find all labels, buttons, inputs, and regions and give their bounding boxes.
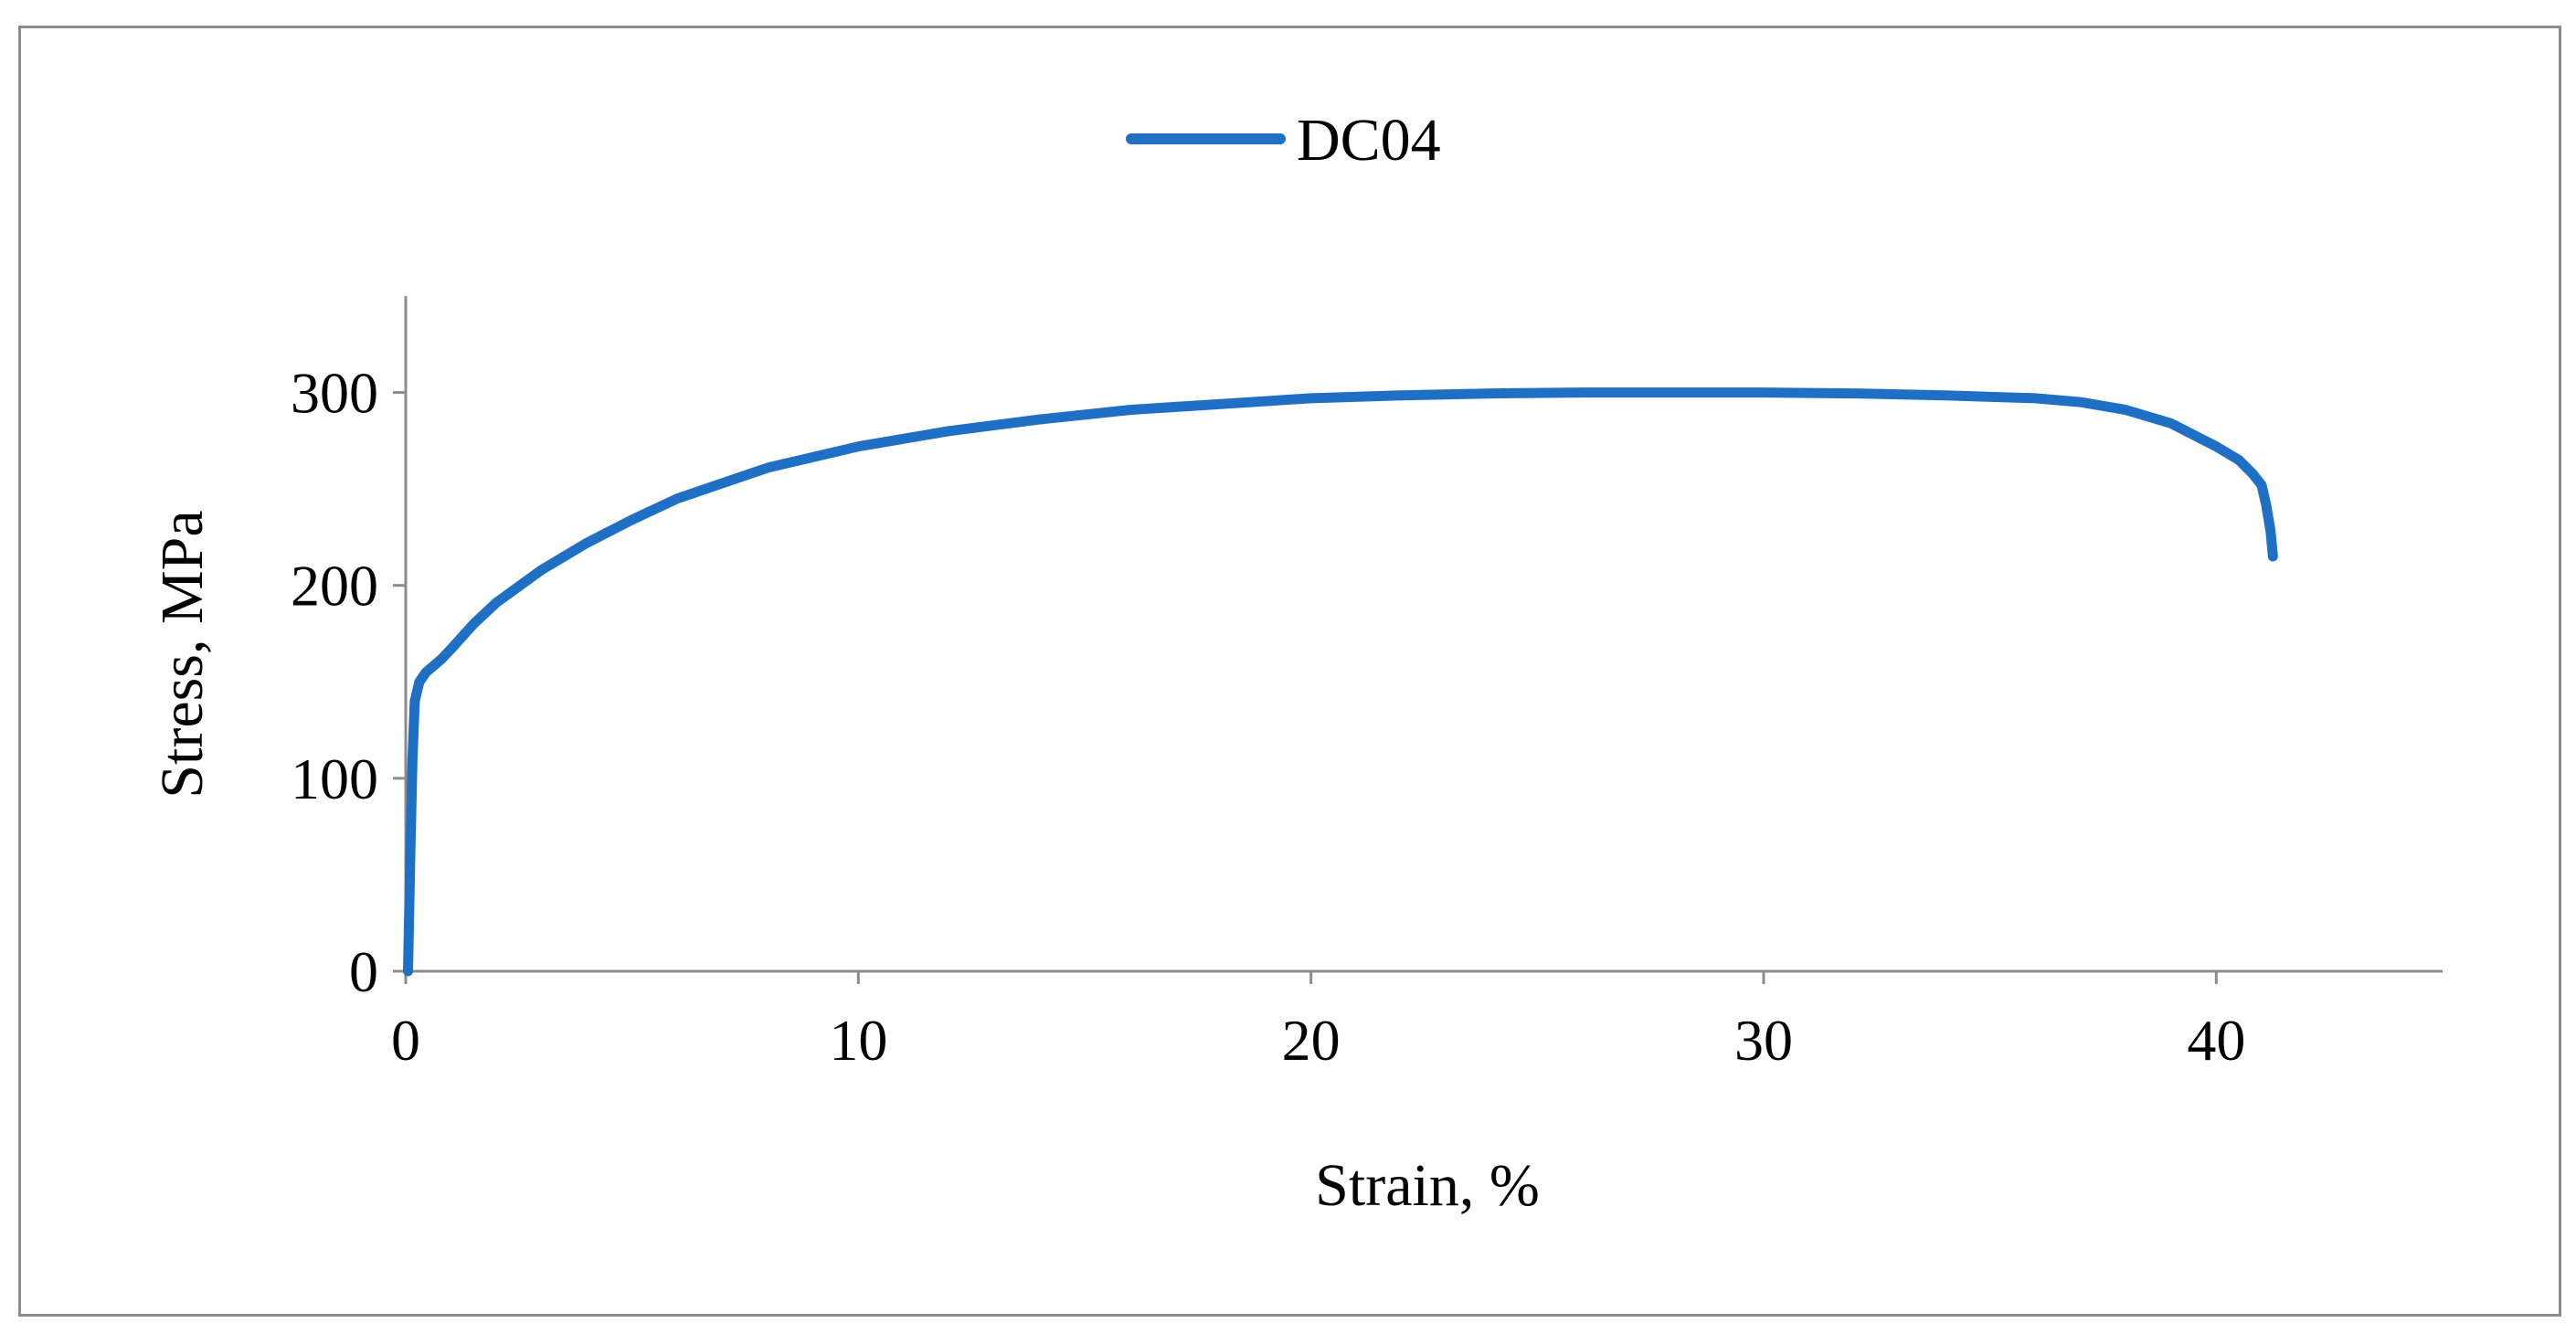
y-axis-title: Stress, MPa (149, 510, 216, 798)
x-tick-label: 20 (1282, 1008, 1341, 1073)
x-tick-label: 30 (1734, 1008, 1793, 1073)
y-axis-ticks: 0 100 200 300 (291, 361, 406, 1004)
x-axis-title: Strain, % (1315, 1152, 1540, 1219)
x-tick-label: 40 (2187, 1008, 2245, 1073)
y-tick-label: 200 (291, 554, 378, 619)
x-tick-label: 10 (829, 1008, 887, 1073)
legend-label-dc04: DC04 (1297, 107, 1441, 174)
legend: DC04 (1126, 107, 1441, 174)
y-tick-label: 100 (291, 746, 378, 811)
x-tick-label: 0 (391, 1008, 420, 1073)
y-tick-label: 300 (291, 361, 378, 426)
series-layer (403, 387, 2278, 977)
y-tick-label: 0 (349, 939, 378, 1004)
chart-frame: DC04 0 100 200 300 0 10 20 30 40 Strain, % Stre… (18, 26, 2561, 1317)
series-line-dc04 (403, 387, 2278, 977)
x-axis-ticks: 0 10 20 30 40 (391, 971, 2245, 1073)
chart-svg: DC04 0 100 200 300 0 10 20 30 40 Strain, % Stre… (149, 107, 2443, 1219)
